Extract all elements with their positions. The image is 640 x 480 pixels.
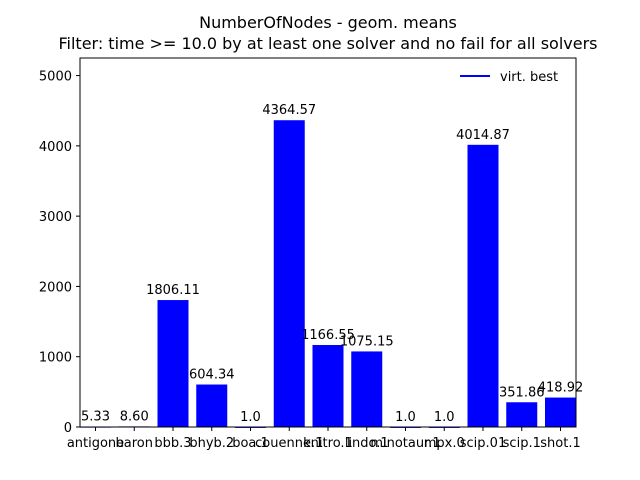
value-label-lindo.1: 1075.15 [340, 334, 394, 349]
x-tick-label-couenne.1: couenne.1 [255, 436, 323, 451]
x-tick-label-shot.1: shot.1 [540, 436, 580, 451]
x-tick-label-bbb.3: bbb.3 [154, 436, 191, 451]
y-axis: 0 1000 2000 3000 4000 5000 [39, 70, 80, 436]
y-tick-label-5000: 5000 [39, 70, 72, 85]
value-label-couenne.1: 4364.57 [262, 103, 316, 118]
bars-group [80, 120, 576, 428]
legend: virt. best [460, 70, 558, 85]
plot-frame [79, 57, 577, 428]
value-label-mpx.0: 1.0 [434, 410, 455, 425]
value-label-antigone: 5.33 [81, 410, 110, 425]
bar-knitro.1 [312, 345, 344, 427]
value-label-scip.01: 4014.87 [456, 128, 510, 143]
value-label-knitro.1: 1166.55 [301, 328, 355, 343]
x-tick-label-scip.1: scip.1 [503, 436, 541, 451]
y-tick-label-3000: 3000 [39, 210, 72, 225]
value-label-minotaur.1: 1.0 [395, 410, 416, 425]
value-label-baron: 8.60 [120, 409, 149, 424]
y-tick-label-1000: 1000 [39, 351, 72, 366]
value-label-scip.1: 351.86 [499, 385, 545, 400]
y-tick-label-0: 0 [64, 421, 72, 436]
chart-subtitle: Filter: time >= 10.0 by at least one sol… [58, 34, 597, 53]
x-tick-label-baron: baron [116, 436, 153, 451]
x-tick-label-scip.01: scip.01 [460, 436, 506, 451]
bar-bbb.3 [157, 300, 189, 427]
value-label-boa.1: 1.0 [240, 410, 261, 425]
bar-bhyb.2 [196, 384, 228, 427]
bar-scip.01 [467, 144, 499, 427]
x-tick-label-minotaur.1: minotaur.1 [370, 436, 440, 451]
bar-couenne.1 [273, 120, 305, 427]
x-tick-label-lindo.1: lindo.1 [345, 436, 389, 451]
legend-label-virt-best: virt. best [500, 70, 558, 85]
chart-title: NumberOfNodes - geom. means [199, 13, 457, 32]
x-tick-label-bhyb.2: bhyb.2 [189, 436, 234, 451]
x-tick-label-boa.1: boa.1 [232, 436, 269, 451]
value-label-bbb.3: 1806.11 [146, 283, 200, 298]
bar-lindo.1 [351, 351, 383, 427]
x-tick-label-knitro.1: knitro.1 [303, 436, 353, 451]
y-tick-label-4000: 4000 [39, 140, 72, 155]
y-tick-label-2000: 2000 [39, 280, 72, 295]
value-labels-group: 5.33 8.60 1806.11 604.34 1.0 4364.57 1166.5510… [81, 103, 583, 425]
bar-scip.1 [506, 402, 538, 427]
x-tick-label-antigone: antigone [67, 436, 124, 451]
value-label-bhyb.2: 604.34 [189, 368, 235, 383]
x-tick-label-mpx.0: mpx.0 [424, 436, 465, 451]
bar-shot.1 [545, 397, 576, 427]
value-label-shot.1: 418.92 [538, 381, 584, 396]
